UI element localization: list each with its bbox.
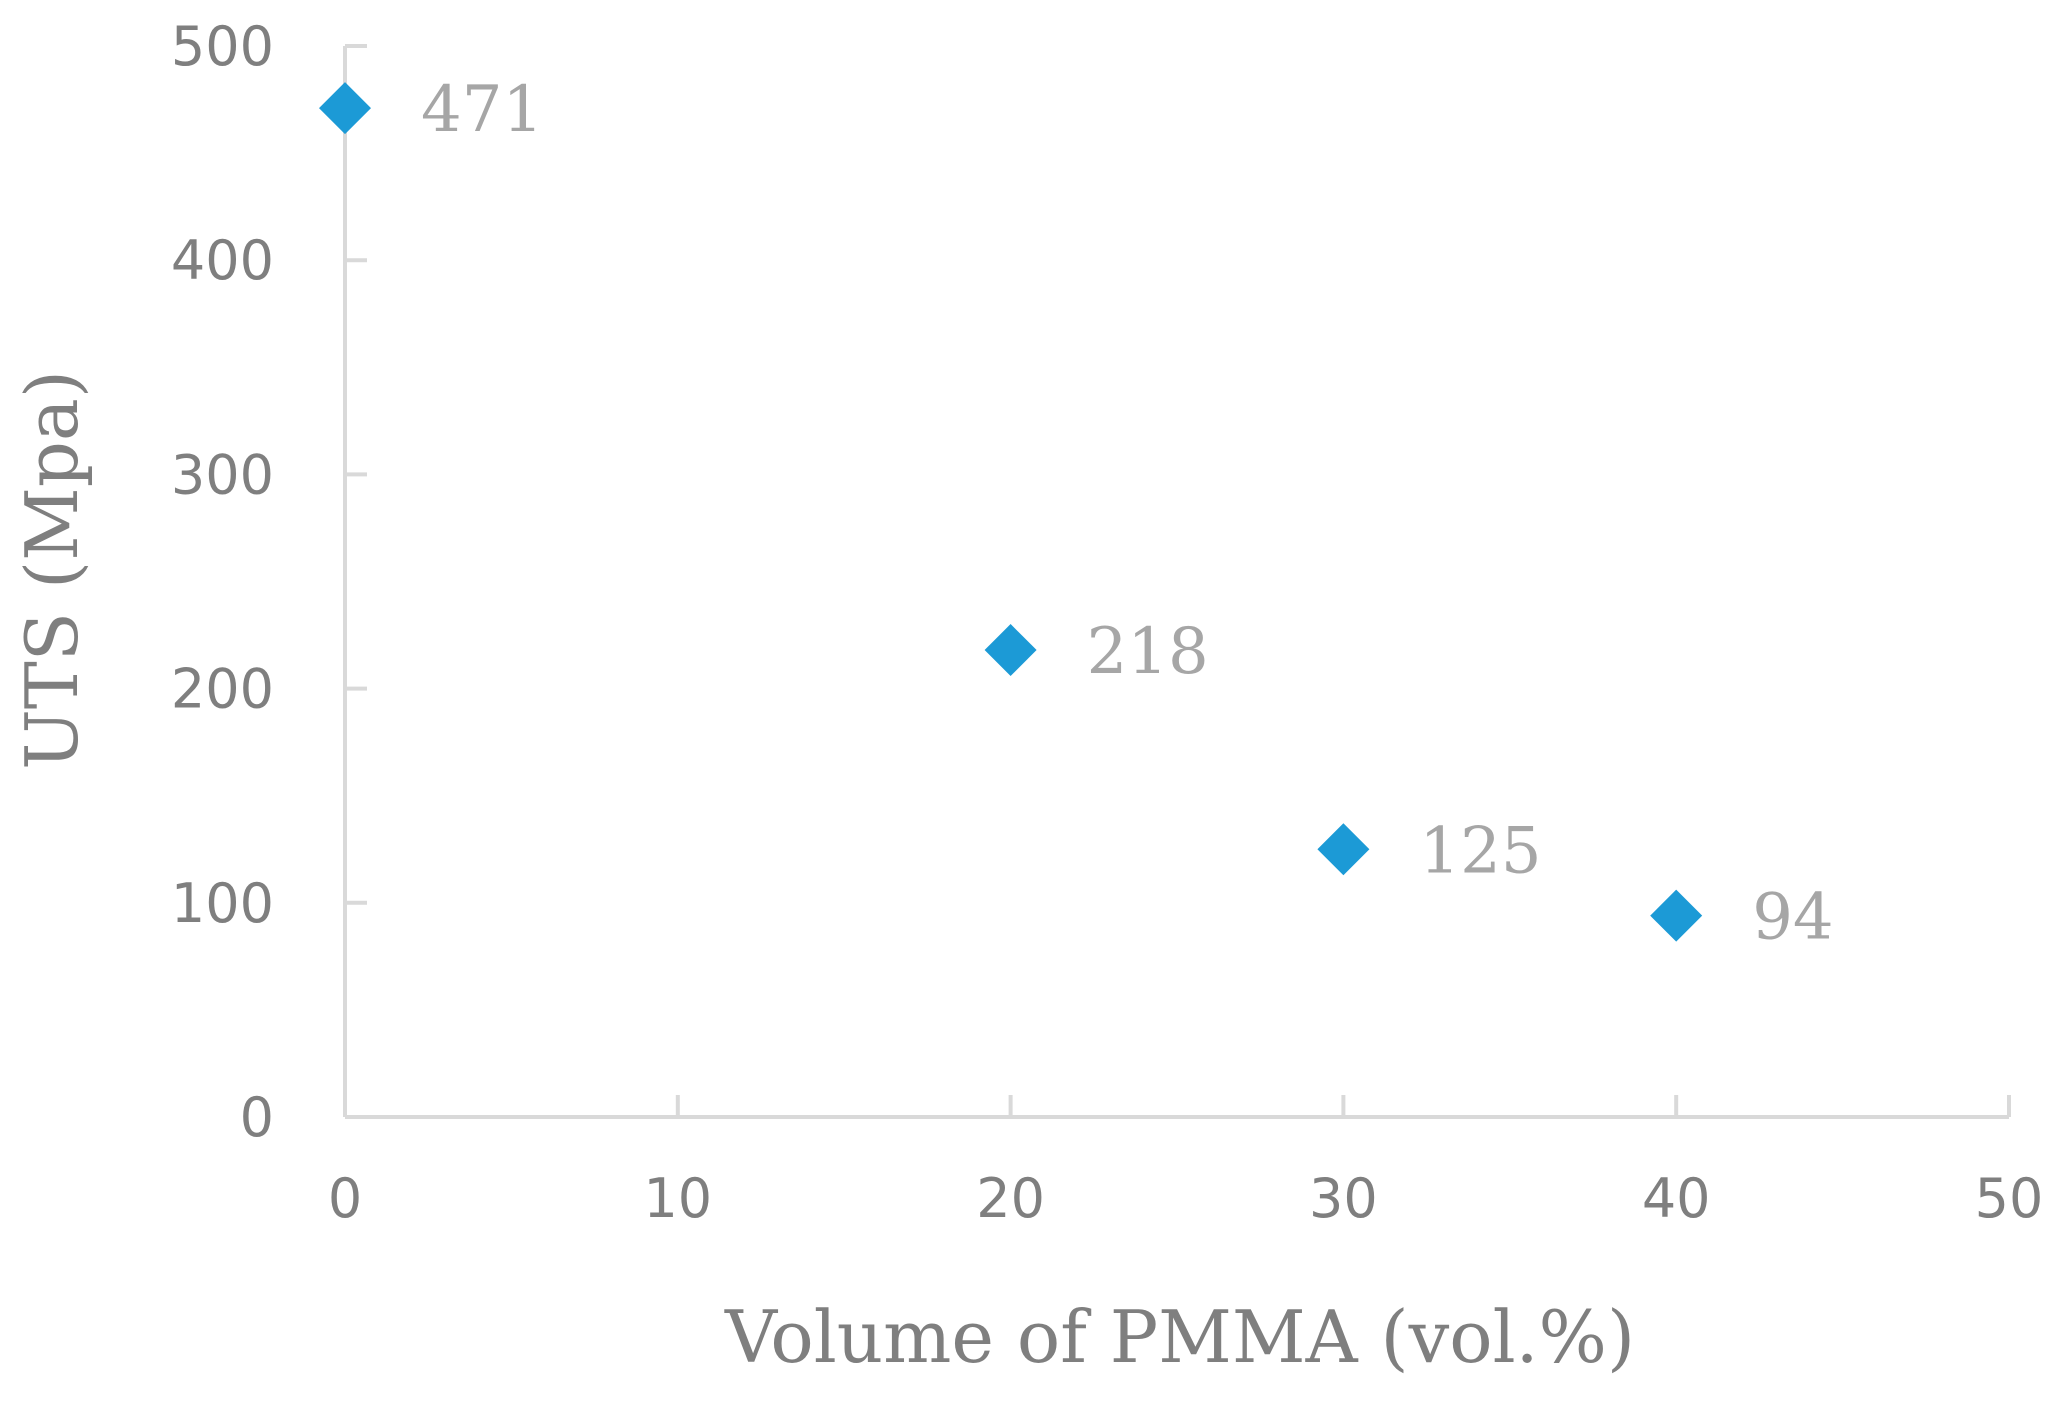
x-tick-label: 0: [328, 1167, 362, 1230]
data-point-label: 218: [1087, 615, 1209, 689]
y-tick-label: 400: [171, 229, 274, 292]
x-tick-label: 10: [643, 1167, 712, 1230]
data-point-marker: [1650, 889, 1703, 942]
data-point-label: 125: [1419, 814, 1541, 888]
y-tick-label: 300: [171, 443, 274, 506]
data-point-marker: [1317, 823, 1370, 876]
x-tick-label: 50: [1975, 1167, 2044, 1230]
axes: [343, 46, 2009, 1119]
x-axis-ticks: 0 10 20 30 40 50: [328, 1095, 2044, 1230]
x-axis-title: Volume of PMMA (vol.%): [724, 1295, 1635, 1379]
y-tick-label: 100: [171, 872, 274, 935]
y-axis-ticks: 0 100 200 300 400 500: [171, 15, 367, 1149]
data-points: [319, 82, 1703, 942]
x-tick-label: 30: [1309, 1167, 1378, 1230]
data-point-marker: [984, 624, 1037, 677]
x-tick-label: 40: [1642, 1167, 1711, 1230]
data-point-label: 94: [1752, 881, 1833, 955]
y-axis-title: UTS (Mpa): [10, 370, 94, 770]
x-tick-label: 20: [976, 1167, 1045, 1230]
data-labels: 471 218 125 94: [421, 73, 1834, 955]
y-tick-label: 500: [171, 15, 274, 78]
y-tick-label: 200: [171, 658, 274, 721]
data-point-marker: [319, 82, 371, 135]
y-tick-label: 0: [240, 1086, 274, 1149]
data-point-label: 471: [421, 73, 543, 147]
